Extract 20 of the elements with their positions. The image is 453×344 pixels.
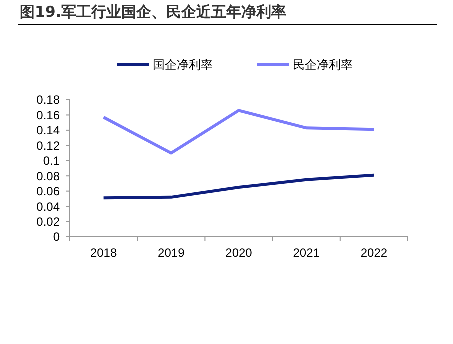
legend-label: 民企净利率	[293, 58, 353, 72]
y-tick-label: 0.08	[36, 169, 60, 184]
chart-title: 图19.军工行业国企、民企近五年净利率	[20, 3, 287, 21]
line-series	[102, 109, 376, 155]
y-tick-label: 0.06	[36, 184, 60, 199]
y-tick-label: 0.16	[36, 108, 60, 122]
y-tick-label: 0.04	[36, 200, 60, 214]
x-tick-label: 2018	[90, 246, 118, 260]
y-tick-label: 0	[53, 230, 60, 244]
y-tick-label: 0.02	[36, 214, 60, 229]
line-series	[102, 174, 376, 200]
y-tick-label: 0.12	[36, 138, 60, 153]
legend-label: 国企净利率	[153, 58, 213, 72]
y-tick-label: 0.14	[36, 124, 60, 138]
y-tick-label: 0.18	[36, 93, 60, 108]
x-tick-label: 2020	[226, 246, 253, 260]
x-tick-label: 2021	[293, 246, 320, 260]
x-tick-label: 2019	[158, 246, 186, 260]
y-tick-label: 0.1	[43, 154, 60, 168]
x-tick-label: 2022	[360, 246, 388, 260]
